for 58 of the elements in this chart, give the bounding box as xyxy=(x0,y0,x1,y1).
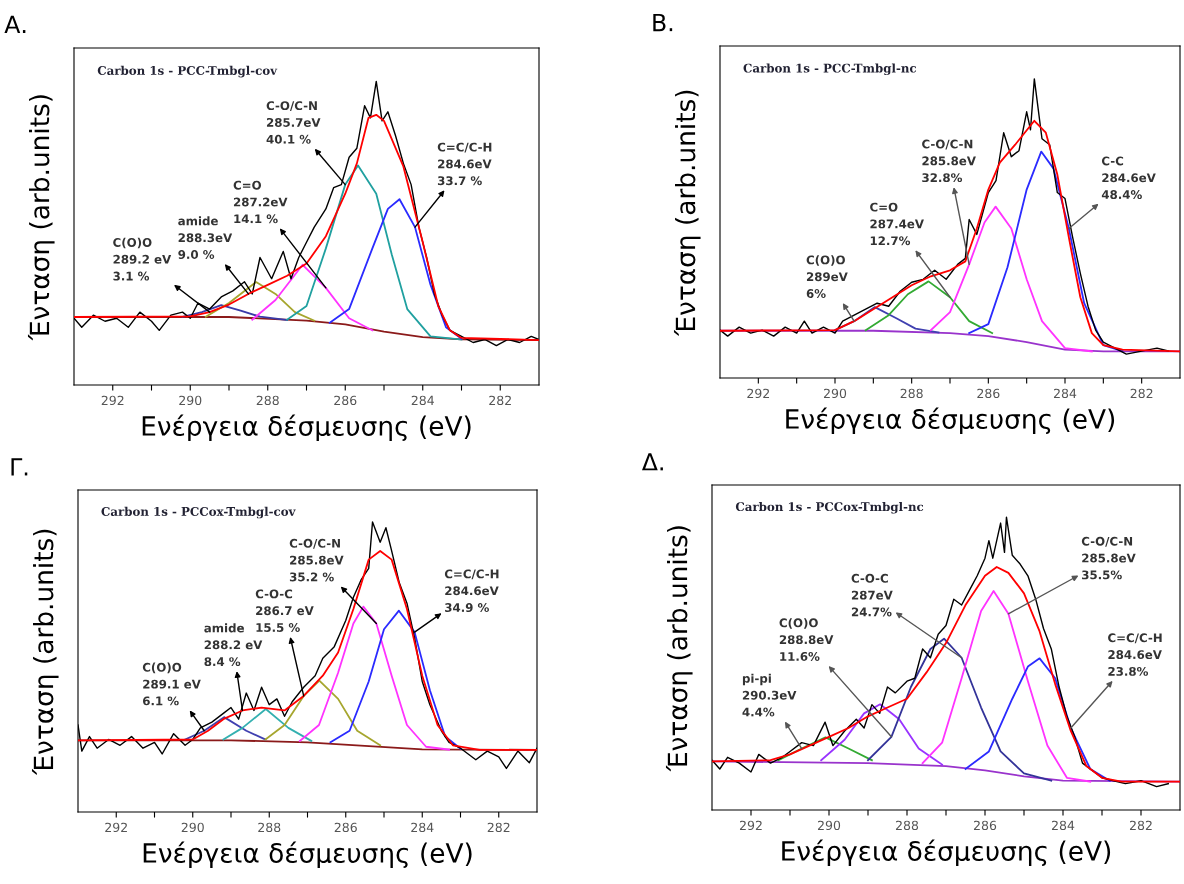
annotation: C-O/C-N 285.7eV 40.1 % xyxy=(266,101,321,144)
chart-subtitle: Carbon 1s - PCC-Tmbgl-nc xyxy=(743,63,917,76)
x-tick-label: 292 xyxy=(105,822,127,833)
annotation: amide 288.3eV 9.0 % xyxy=(178,216,233,259)
y-axis-title: Ένταση (arb.units) xyxy=(665,526,693,772)
annotation: C=C/C-H 284.6eV 33.7 % xyxy=(437,142,492,186)
x-tick-label: 288 xyxy=(895,820,919,831)
x-tick-label: 288 xyxy=(258,822,281,833)
x-tick-label: 290 xyxy=(823,388,847,399)
annotation: C-O-C 286.7 eV 15.5 % xyxy=(255,589,314,632)
chart-title: Β. xyxy=(653,13,673,32)
x-tick-label: 282 xyxy=(489,395,511,406)
chart-subtitle: Carbon 1s - PCCox-Tmbgl-nc xyxy=(735,501,924,514)
x-tick-label: 292 xyxy=(739,820,762,831)
annotation: C-O-C 287eV 24.7% xyxy=(851,573,893,617)
x-tick-label: 286 xyxy=(334,395,357,406)
x-tick-label: 284 xyxy=(1053,388,1077,399)
annotation: C-O/C-N 285.8eV 35.5% xyxy=(1081,536,1136,580)
annotation: C(O)O 289eV 6% xyxy=(806,255,848,298)
annotation: C=C/C-H 284.6eV 34.9 % xyxy=(444,569,499,612)
annotation: C-O/C-N 285.8eV 35.2 % xyxy=(289,538,344,582)
x-tick-label: 290 xyxy=(181,822,204,833)
y-axis-title: Ένταση (arb.units) xyxy=(31,529,59,775)
annotation: C=O 287.4eV 12.7% xyxy=(870,202,924,246)
x-tick-label: 282 xyxy=(1130,388,1153,399)
x-tick-label: 286 xyxy=(973,820,997,831)
x-axis-title: Ενέργεια δέσμευσης (eV) xyxy=(786,407,1115,435)
y-axis-title: Ένταση (arb.units) xyxy=(27,95,55,341)
annotation: C=C/C-H 284.6eV 23.8% xyxy=(1108,633,1162,676)
x-tick-label: 290 xyxy=(179,395,202,406)
chart-title: Γ. xyxy=(11,458,28,476)
annotation: C-C 284.6eV 48.4% xyxy=(1101,156,1156,200)
x-axis-title: Ενέργεια δέσμευσης (eV) xyxy=(782,839,1111,867)
x-tick-label: 282 xyxy=(1129,820,1152,831)
annotation: C(O)O 289.2 eV 3.1 % xyxy=(113,237,172,281)
annotation: C-O/C-N 285.8eV 32.8% xyxy=(922,139,976,183)
x-axis-title: Ενέργεια δέσμευσης (eV) xyxy=(142,414,471,442)
annotation: pi-pi 290.3eV 4.4% xyxy=(742,673,797,717)
x-tick-label: 288 xyxy=(900,388,923,399)
x-tick-label: 288 xyxy=(256,395,279,406)
chart-title: Δ. xyxy=(641,453,663,471)
x-axis-title: Ενέργεια δέσμευσης (eV) xyxy=(143,841,472,869)
x-tick-label: 284 xyxy=(411,395,434,406)
chart-title: Α. xyxy=(4,15,26,33)
chart-subtitle: Carbon 1s - PCC-Tmbgl-cov xyxy=(97,65,278,78)
x-tick-label: 282 xyxy=(487,822,510,833)
x-tick-label: 286 xyxy=(334,822,357,833)
x-tick-label: 286 xyxy=(977,388,1000,399)
x-tick-label: 290 xyxy=(817,820,841,831)
x-tick-label: 284 xyxy=(1051,820,1075,831)
y-axis-title: Ένταση (arb.units) xyxy=(673,90,701,336)
x-tick-label: 284 xyxy=(411,822,434,833)
annotation: C=O 287.2eV 14.1 % xyxy=(233,180,288,224)
x-tick-label: 292 xyxy=(747,388,770,399)
x-tick-label: 292 xyxy=(101,395,124,406)
annotation: C(O)O 289.1 eV 6.1 % xyxy=(142,662,201,706)
annotation: C(O)O 288.8eV 11.6% xyxy=(779,618,834,661)
chart-subtitle: Carbon 1s - PCCox-Tmbgl-cov xyxy=(101,506,296,519)
